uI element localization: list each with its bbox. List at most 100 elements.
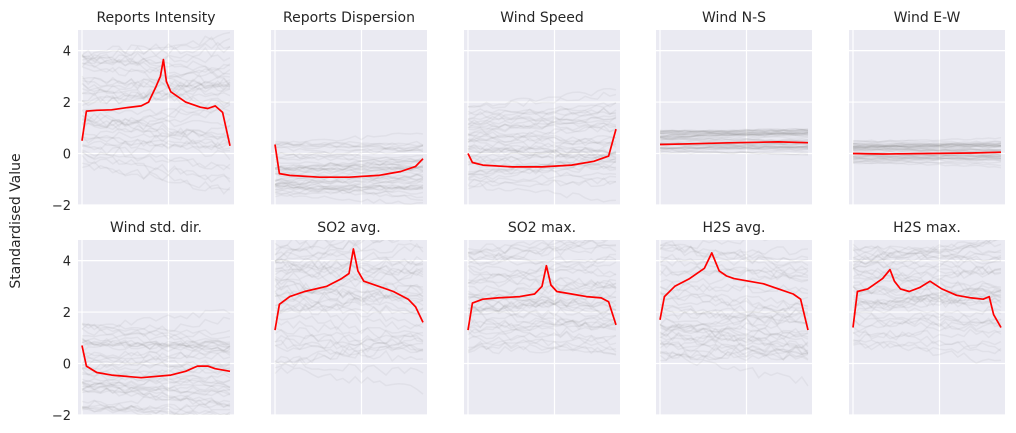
trace-line <box>274 192 424 205</box>
trace-line <box>467 319 617 336</box>
panel-reports-dispersion: Reports Dispersion <box>271 10 427 206</box>
trace-line <box>81 134 231 151</box>
trace-line <box>467 146 617 162</box>
trace-line <box>81 66 231 78</box>
trace-line <box>467 145 617 156</box>
plot-area <box>849 30 1005 205</box>
y-tick-label: 4 <box>63 255 71 270</box>
trace-line <box>659 331 809 350</box>
panel-reports-intensity: Reports Intensity −2 0 2 4 <box>52 10 234 214</box>
trace-line <box>274 165 424 172</box>
trace-group <box>274 240 424 395</box>
trace-line <box>274 144 424 160</box>
trace-line <box>274 184 424 191</box>
trace-line <box>467 326 617 341</box>
trace-line <box>274 255 424 281</box>
trace-line <box>852 243 1002 259</box>
trace-line <box>467 322 617 351</box>
trace-line <box>81 349 231 367</box>
trace-line <box>852 142 1002 149</box>
trace-line <box>467 136 617 158</box>
trace-line <box>659 128 809 136</box>
trace-line <box>274 334 424 346</box>
trace-line <box>852 144 1002 149</box>
trace-line <box>274 267 424 301</box>
trace-line <box>659 268 809 280</box>
trace-line <box>274 259 424 276</box>
trace-line <box>852 157 1002 161</box>
trace-line <box>852 142 1002 148</box>
trace-line <box>659 127 809 134</box>
trace-line <box>274 302 424 331</box>
trace-line <box>81 54 231 86</box>
plot-area <box>656 240 812 415</box>
trace-line <box>81 366 231 383</box>
trace-line <box>660 142 809 149</box>
trace-line <box>659 143 809 150</box>
trace-line <box>659 129 809 134</box>
trace-line <box>274 268 424 298</box>
panel-title: H2S avg. <box>703 220 766 236</box>
trace-line <box>852 340 1002 350</box>
trace-line <box>852 260 1002 271</box>
trace-line <box>81 382 231 393</box>
trace-line <box>659 350 809 362</box>
trace-line <box>467 290 617 316</box>
trace-line <box>274 177 424 185</box>
mean-line <box>852 151 1002 155</box>
trace-line <box>852 156 1002 161</box>
trace-group <box>659 240 809 387</box>
trace-line <box>659 341 809 353</box>
trace-line <box>81 381 231 396</box>
y-axis-label: Standardised Value <box>8 153 24 288</box>
trace-line <box>467 297 617 309</box>
trace-line <box>467 345 617 356</box>
trace-line <box>81 339 231 349</box>
trace-line <box>467 284 617 309</box>
trace-line <box>467 134 617 143</box>
trace-line <box>81 151 231 183</box>
mean-line <box>81 345 231 379</box>
trace-line <box>274 301 424 315</box>
trace-line <box>852 317 1002 331</box>
trace-line <box>659 131 809 140</box>
trace-line <box>659 346 809 362</box>
trace-line <box>81 308 231 328</box>
trace-line <box>467 151 617 160</box>
trace-line <box>81 367 231 379</box>
trace-line <box>467 122 617 130</box>
trace-line <box>659 129 809 136</box>
trace-line <box>274 182 424 190</box>
trace-line <box>467 258 616 284</box>
trace-line <box>467 255 617 266</box>
trace-line <box>274 282 424 302</box>
trace-line <box>274 285 424 306</box>
trace-line <box>659 314 809 346</box>
trace-line <box>659 142 809 149</box>
trace-line <box>274 258 424 272</box>
mean-line <box>274 144 424 179</box>
trace-line <box>659 331 809 343</box>
trace-line <box>81 62 231 93</box>
trace-line <box>852 289 1002 315</box>
panel-wind-e-w: Wind E-W <box>849 10 1005 206</box>
trace-line <box>852 341 1002 355</box>
trace-line <box>852 160 1002 165</box>
trace-line <box>81 125 231 141</box>
trace-line <box>274 327 424 353</box>
plot-area <box>849 240 1005 415</box>
trace-line <box>852 139 1002 147</box>
trace-line <box>81 79 231 107</box>
mean-line <box>81 58 231 146</box>
trace-line <box>81 85 231 101</box>
trace-line <box>852 285 1002 297</box>
trace-line <box>467 318 617 329</box>
trace-line <box>659 144 809 150</box>
trace-line <box>81 108 231 140</box>
trace-line <box>467 181 617 203</box>
trace-line <box>81 384 231 395</box>
trace-line <box>852 240 992 267</box>
trace-line <box>467 253 617 285</box>
trace-line <box>81 160 231 195</box>
